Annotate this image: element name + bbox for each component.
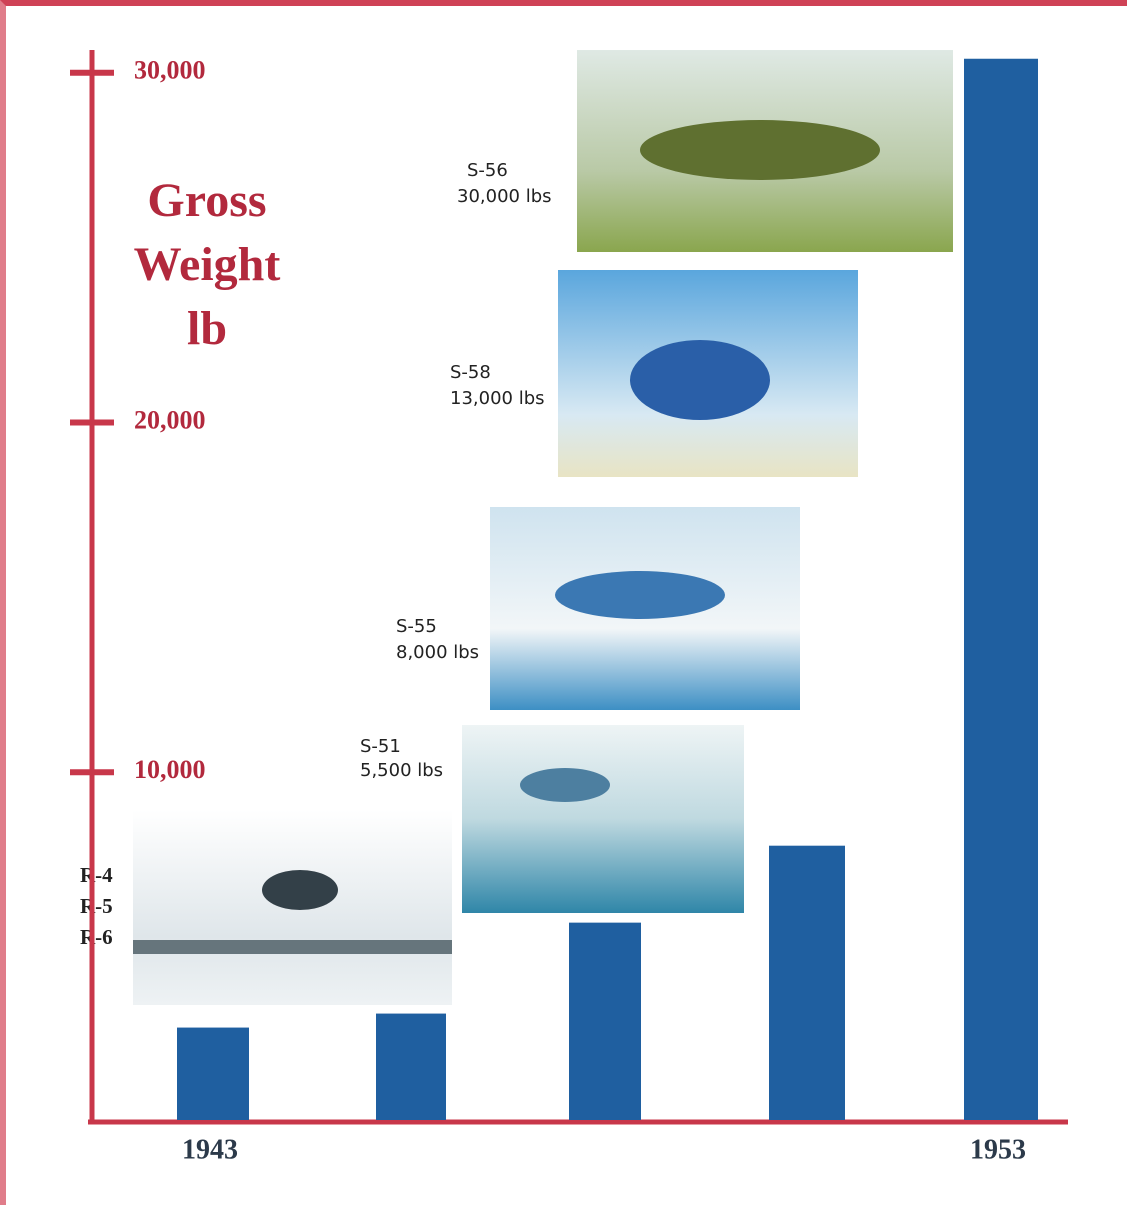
helicopter-s55 [555,571,725,619]
annotation-text: R-4 [80,863,113,887]
page: Gross Weight lb R-4 R-5 R-6 S-51 5,500 lbs S-55… [0,0,1127,1205]
annotation-text: 30,000 lbs [457,186,552,207]
photo-s51 [462,725,744,913]
x-tick-label: 1953 [970,1134,1026,1165]
bar [376,1014,446,1120]
annotation-text: S-56 [467,160,508,181]
annotation-text: 13,000 lbs [450,388,545,409]
annotation-text: S-58 [450,362,491,383]
annotation-text: S-51 [360,736,401,757]
annotation-text: 5,500 lbs [360,760,443,781]
y-axis-label-line: Weight [134,238,281,291]
helicopter-s51 [520,768,610,802]
y-tick-label: 10,000 [134,755,206,784]
x-tick-label: 1943 [182,1134,238,1165]
bar [769,846,845,1120]
annotation-text: R-5 [80,894,113,918]
bar [177,1028,249,1120]
y-axis-label: Gross Weight lb [134,174,281,355]
helicopter-r4 [262,870,338,910]
helicopter-s56 [640,120,880,180]
chart: Gross Weight lb R-4 R-5 R-6 S-51 5,500 lbs S-55… [0,0,1127,1205]
y-axis-label-line: lb [187,302,227,355]
bar [964,59,1038,1120]
annotation-text: S-55 [396,616,437,637]
annotation-text: 8,000 lbs [396,642,479,663]
annotation-text: R-6 [80,925,113,949]
y-tick-label: 20,000 [134,405,206,434]
y-tick-label: 30,000 [134,56,206,85]
bar [569,923,641,1120]
helicopter-s58 [630,340,770,420]
y-axis-label-line: Gross [147,174,266,227]
photo-r4-shore [133,940,452,954]
